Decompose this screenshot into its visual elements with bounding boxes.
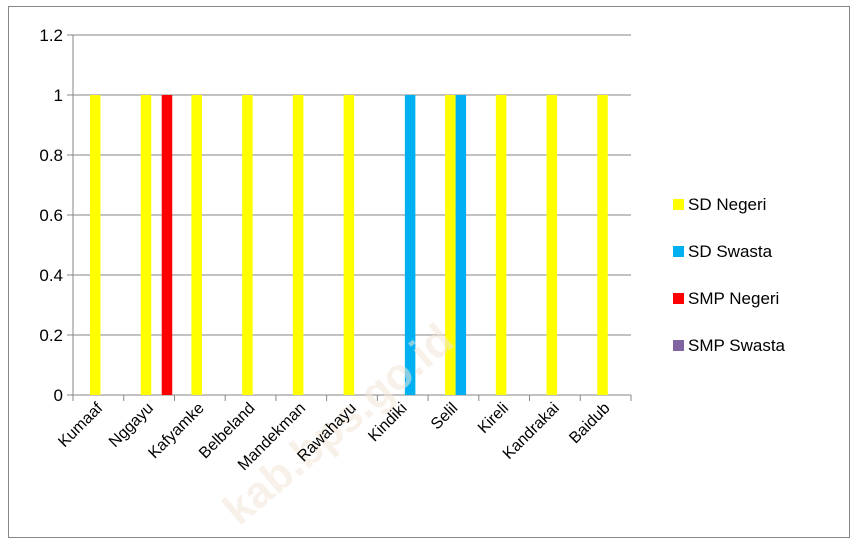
legend-label: SD Negeri	[688, 195, 766, 214]
y-tick-label: 0.6	[39, 206, 63, 225]
bar-sd-negeri-baidub	[597, 95, 608, 395]
bar-sd-negeri-kumaaf	[90, 95, 101, 395]
legend-label: SMP Negeri	[688, 289, 779, 308]
y-tick-label: 0	[54, 386, 63, 405]
bar-sd-negeri-nggayu	[140, 95, 152, 395]
y-tick-label: 0.2	[39, 326, 63, 345]
y-tick-label: 0.8	[39, 146, 63, 165]
x-tick-label: Kireli	[475, 400, 512, 437]
legend-swatch	[673, 340, 684, 351]
y-tick-label: 0.4	[39, 266, 63, 285]
legend-label: SMP Swasta	[688, 336, 786, 355]
bar-sd-negeri-rawahayu	[343, 95, 355, 395]
x-tick-label: Kumaaf	[55, 399, 106, 450]
bar-sd-swasta-kindiki	[404, 95, 416, 395]
y-tick-label: 1	[54, 86, 63, 105]
legend-swatch	[673, 199, 684, 210]
x-tick-label: Selil	[428, 400, 461, 433]
y-tick-label: 1.2	[39, 26, 63, 45]
legend-swatch	[673, 293, 684, 304]
bar-sd-swasta-selil	[455, 95, 467, 395]
bar-sd-negeri-mandekman	[292, 95, 304, 395]
chart-frame: kab.bps.go.id 0 0.2 0.4 0.6 0.8 1 1.2 Kumaaf Ngg…	[8, 6, 850, 538]
bar-sd-negeri-selil	[445, 95, 456, 395]
legend: SD Negeri SD Swasta SMP Negeri SMP Swasta	[673, 195, 786, 355]
legend-label: SD Swasta	[688, 242, 773, 261]
bar-smp-negeri-nggayu	[161, 95, 173, 395]
bar-sd-negeri-kafyamke	[191, 95, 202, 395]
bars	[90, 95, 608, 395]
x-tick-label: Baidub	[566, 400, 613, 447]
bar-sd-negeri-belbeland	[242, 95, 253, 395]
bar-sd-negeri-kandrakai	[546, 95, 558, 395]
bar-sd-negeri-kireli	[495, 95, 507, 395]
legend-swatch	[673, 246, 684, 257]
x-tick-label: Nggayu	[106, 400, 157, 451]
